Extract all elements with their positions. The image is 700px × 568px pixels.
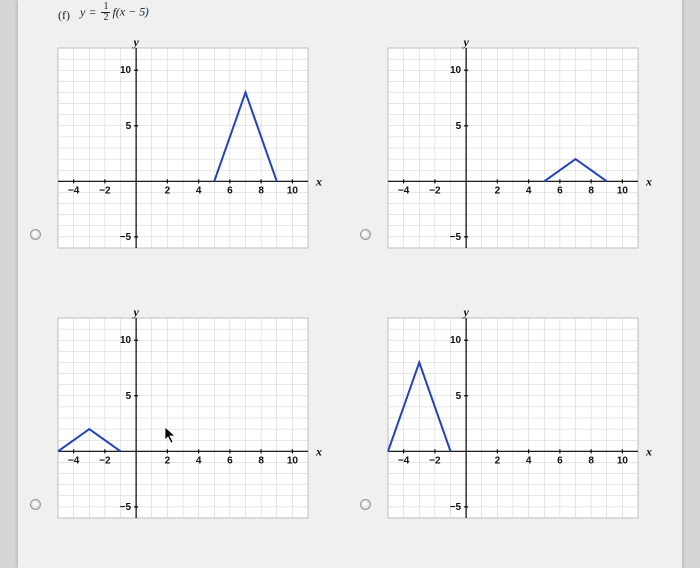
- chart-D: −4 −2 2 4 6 8 10 10 5 −5 y x: [382, 306, 652, 526]
- x-tick-label: 8: [588, 185, 594, 196]
- x-tick-label: −4: [398, 455, 410, 466]
- y-tick-label: −5: [120, 502, 132, 513]
- x-tick-label: 2: [165, 455, 171, 466]
- x-tick-label: −4: [398, 185, 410, 196]
- y-tick-label: 5: [456, 391, 462, 402]
- x-tick-label: 2: [495, 455, 501, 466]
- eq-lhs: y: [80, 5, 85, 19]
- eq-shift: − 5: [128, 4, 145, 18]
- y-tick-label: 10: [120, 335, 132, 346]
- x-tick-label: 8: [588, 455, 594, 466]
- x-tick-label: −4: [68, 455, 80, 466]
- x-tick-label: 6: [557, 185, 563, 196]
- y-tick-label: −5: [450, 232, 462, 243]
- eq-close-paren: ): [145, 4, 149, 18]
- radio-option-A[interactable]: [30, 229, 41, 240]
- radio-option-D[interactable]: [360, 499, 371, 510]
- x-axis-title: x: [645, 444, 652, 458]
- y-tick-label: −5: [450, 502, 462, 513]
- page-surface: (f) y = 1 2 f(x − 5) −4−2246810105−5yx−4…: [18, 0, 682, 568]
- eq-equals: =: [88, 5, 99, 19]
- chart-A: −4 −2 2 4 6 8 10 10 5 −5 y x: [52, 36, 322, 256]
- charts-grid: −4 −2 2 4 6 8 10 10 5 −5 y x −4 −2 2 4 6 8 10 10 5 −5 y x −4 −2 2 4…: [52, 36, 672, 546]
- radio-option-B[interactable]: [360, 229, 371, 240]
- y-tick-label: 5: [126, 121, 132, 132]
- chart-option-C[interactable]: −4 −2 2 4 6 8 10 10 5 −5 y x: [52, 306, 342, 546]
- chart-B: −4 −2 2 4 6 8 10 10 5 −5 y x: [382, 36, 652, 256]
- x-tick-label: 6: [227, 455, 233, 466]
- chart-C: −4 −2 2 4 6 8 10 10 5 −5 y x: [52, 306, 322, 526]
- x-tick-label: −2: [429, 185, 441, 196]
- x-tick-label: 8: [258, 185, 264, 196]
- question-part-label: (f): [58, 8, 70, 23]
- y-axis-title: y: [461, 306, 469, 319]
- eq-frac-den: 2: [101, 13, 110, 23]
- x-tick-label: 4: [196, 185, 202, 196]
- chart-option-B[interactable]: −4 −2 2 4 6 8 10 10 5 −5 y x: [382, 36, 672, 276]
- y-tick-label: 10: [120, 65, 132, 76]
- x-tick-label: −2: [429, 455, 441, 466]
- x-tick-label: 6: [557, 455, 563, 466]
- x-tick-label: 2: [495, 185, 501, 196]
- y-tick-label: 10: [450, 335, 462, 346]
- x-tick-label: −2: [99, 455, 111, 466]
- y-axis-title: y: [461, 36, 469, 49]
- y-axis-title: y: [131, 306, 139, 319]
- chart-option-D[interactable]: −4 −2 2 4 6 8 10 10 5 −5 y x: [382, 306, 672, 546]
- x-tick-label: 10: [287, 455, 299, 466]
- x-tick-label: 10: [617, 185, 629, 196]
- x-axis-title: x: [315, 444, 322, 458]
- x-tick-label: −4: [68, 185, 80, 196]
- x-tick-label: 4: [526, 455, 532, 466]
- x-axis-title: x: [645, 174, 652, 188]
- y-tick-label: 10: [450, 65, 462, 76]
- x-axis-title: x: [315, 174, 322, 188]
- x-tick-label: 8: [258, 455, 264, 466]
- y-tick-label: −5: [120, 232, 132, 243]
- eq-fraction: 1 2: [101, 2, 110, 23]
- x-tick-label: 2: [165, 185, 171, 196]
- radio-option-C[interactable]: [30, 499, 41, 510]
- question-equation: y = 1 2 f(x − 5): [80, 2, 149, 23]
- x-tick-label: 10: [287, 185, 299, 196]
- x-tick-label: −2: [99, 185, 111, 196]
- x-tick-label: 10: [617, 455, 629, 466]
- x-tick-label: 6: [227, 185, 233, 196]
- y-axis-title: y: [131, 36, 139, 49]
- x-tick-label: 4: [526, 185, 532, 196]
- eq-inner-var: x: [120, 4, 125, 18]
- chart-option-A[interactable]: −4 −2 2 4 6 8 10 10 5 −5 y x: [52, 36, 342, 276]
- y-tick-label: 5: [456, 121, 462, 132]
- y-tick-label: 5: [126, 391, 132, 402]
- x-tick-label: 4: [196, 455, 202, 466]
